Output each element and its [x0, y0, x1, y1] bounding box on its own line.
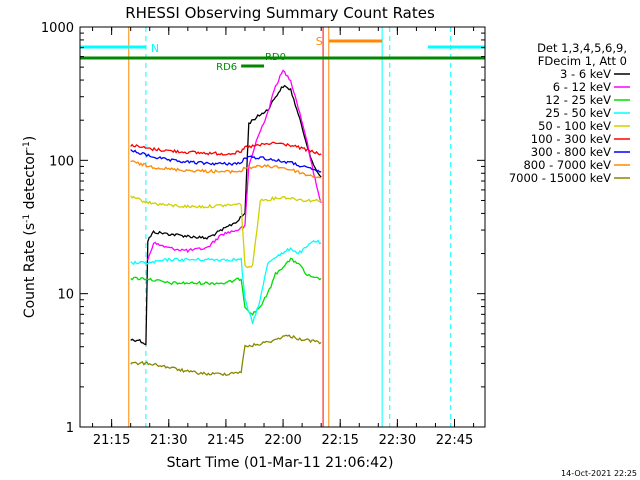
x-tick-label: 22:45 — [436, 433, 473, 448]
x-tick-label: 21:15 — [93, 433, 130, 448]
series-line — [130, 257, 322, 316]
x-tick-label: 22:00 — [264, 433, 301, 448]
legend-entry-label: 12 - 25 keV — [545, 93, 611, 107]
series-line — [130, 149, 322, 173]
y-tick-label: 1 — [66, 421, 74, 436]
axes-layer: 1 10 100 1000 21:15 21:30 21:45 22:00 22:15 22:30… — [41, 21, 485, 448]
legend-header-line1: Det 1,3,4,5,6,9, — [537, 41, 627, 55]
x-tick-label: 22:30 — [379, 433, 416, 448]
series-line — [130, 141, 322, 156]
y-tick-label: 100 — [49, 154, 74, 169]
decimation-bar-label: RD0 — [265, 52, 286, 63]
saa-bar-label: S — [316, 35, 323, 48]
legend-entry-label: 25 - 50 keV — [545, 106, 611, 120]
footer-timestamp: 14-Oct-2021 22:25 — [561, 469, 637, 478]
annotation-layer: N S RD0 RD6 — [79, 27, 485, 427]
series-layer — [130, 69, 322, 377]
series-line — [147, 69, 322, 261]
legend-entry-label: 300 - 800 keV — [531, 145, 611, 159]
series-line — [130, 195, 322, 269]
legend-entry-label: 7000 - 15000 keV — [509, 171, 611, 185]
legend-entry-label: 50 - 100 keV — [538, 119, 611, 133]
x-tick-label: 21:45 — [207, 433, 244, 448]
y-tick-label: 10 — [57, 288, 74, 303]
chart-title: RHESSI Observing Summary Count Rates — [125, 4, 435, 22]
series-line — [130, 334, 322, 377]
y-axis-label: Count Rate (s-1 detector-1) — [22, 136, 38, 318]
legend-header-line2: FDecim 1, Att 0 — [538, 54, 627, 68]
legend-entry-label: 3 - 6 keV — [560, 67, 611, 81]
legend-entry-label: 6 - 12 keV — [553, 80, 611, 94]
x-tick-label: 22:15 — [321, 433, 358, 448]
x-axis-label: Start Time (01-Mar-11 21:06:42) — [167, 455, 394, 471]
series-line — [130, 160, 322, 179]
y-tick-label: 1000 — [41, 21, 74, 36]
night-bar-label: N — [151, 42, 159, 55]
legend-entry-label: 100 - 300 keV — [531, 132, 611, 146]
legend: Det 1,3,4,5,6,9, FDecim 1, Att 0 3 - 6 k… — [509, 41, 630, 185]
series-line — [130, 84, 322, 346]
rd6-bar-label: RD6 — [216, 62, 237, 73]
x-tick-label: 21:30 — [150, 433, 187, 448]
legend-entry-label: 800 - 7000 keV — [523, 158, 611, 172]
plot-frame — [79, 26, 486, 428]
series-line — [130, 239, 322, 325]
